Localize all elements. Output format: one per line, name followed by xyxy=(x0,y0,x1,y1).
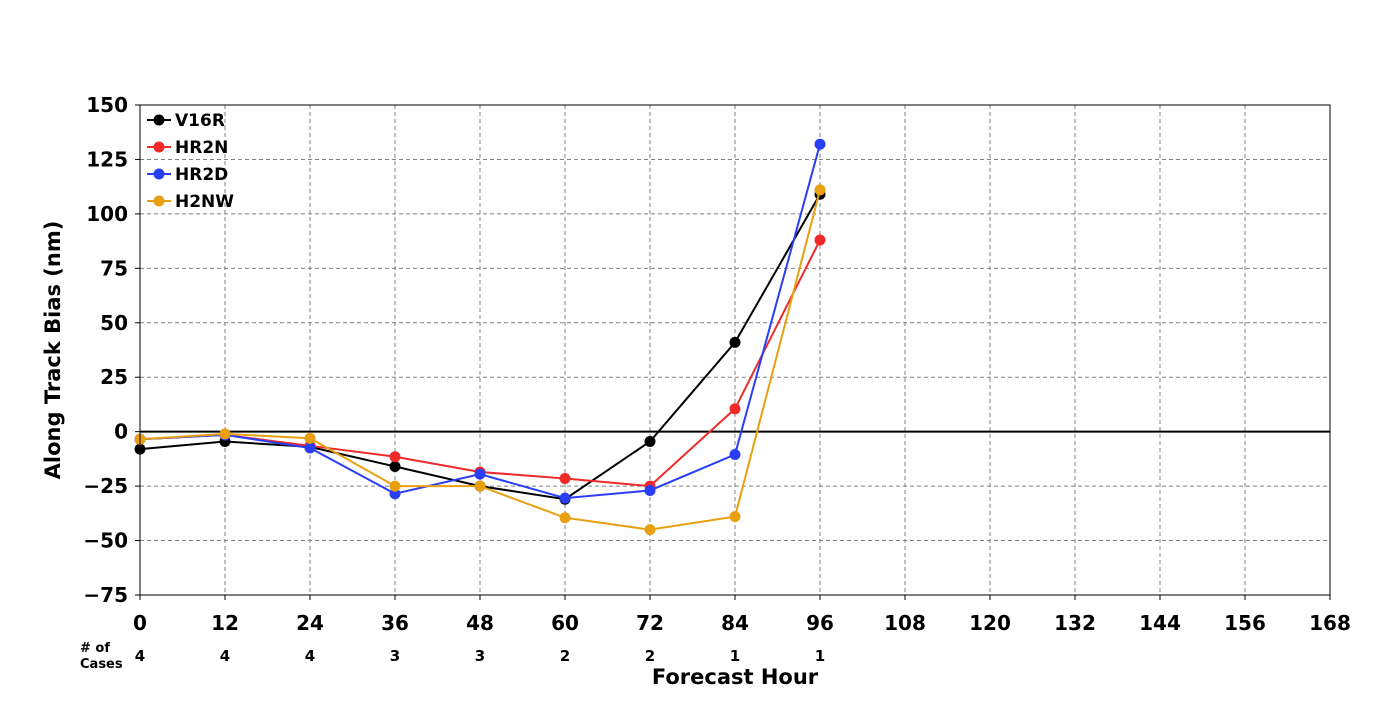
case-count: 1 xyxy=(730,647,740,665)
cases-label: Cases xyxy=(80,657,123,672)
data-point-h2nw xyxy=(644,524,656,536)
legend-marker-v16r xyxy=(153,114,165,126)
x-tick-label: 60 xyxy=(551,611,579,635)
data-point-hr2n xyxy=(729,403,741,415)
data-point-h2nw xyxy=(729,511,741,523)
legend: V16R HR2N HR2D H2NW xyxy=(147,111,234,212)
y-axis-ticks: −75 −50 −25 0 25 50 75 100 125 150 xyxy=(83,93,140,607)
x-tick-label: 12 xyxy=(211,611,239,635)
data-point-hr2d xyxy=(814,138,826,150)
data-point-h2nw xyxy=(219,428,231,440)
x-tick-label: 120 xyxy=(969,611,1011,635)
x-tick-label: 144 xyxy=(1139,611,1181,635)
y-tick-label: −75 xyxy=(83,583,128,607)
case-count: 1 xyxy=(815,647,825,665)
series-h2nw xyxy=(134,184,826,536)
y-axis-title: Along Track Bias (nm) xyxy=(41,221,65,480)
x-tick-label: 84 xyxy=(721,611,749,635)
grid-lines xyxy=(140,105,1330,595)
data-point-v16r xyxy=(389,461,401,473)
case-count: 3 xyxy=(475,647,485,665)
case-count: 4 xyxy=(220,647,230,665)
legend-marker-hr2n xyxy=(153,141,165,153)
data-point-hr2d xyxy=(729,449,741,461)
data-point-v16r xyxy=(729,336,741,348)
data-point-hr2n xyxy=(559,472,571,484)
x-tick-label: 168 xyxy=(1309,611,1351,635)
y-tick-label: 75 xyxy=(100,256,128,280)
x-axis-ticks: 0 12 24 36 48 60 72 84 96 108 120 132 144 156 168 xyxy=(133,595,1351,635)
cases-label: # of xyxy=(80,641,110,656)
data-point-h2nw xyxy=(559,512,571,524)
legend-label-v16r: V16R xyxy=(175,111,225,131)
case-count: 4 xyxy=(305,647,315,665)
legend-label-h2nw: H2NW xyxy=(175,192,234,212)
data-point-hr2n xyxy=(814,234,826,246)
x-tick-label: 132 xyxy=(1054,611,1096,635)
data-point-hr2d xyxy=(644,484,656,496)
legend-marker-hr2d xyxy=(153,168,165,180)
y-tick-label: 125 xyxy=(86,147,128,171)
y-tick-label: −50 xyxy=(83,529,128,553)
data-point-h2nw xyxy=(389,480,401,492)
case-count: 4 xyxy=(135,647,145,665)
case-count: 3 xyxy=(390,647,400,665)
x-tick-label: 156 xyxy=(1224,611,1266,635)
data-point-hr2n xyxy=(389,451,401,463)
x-tick-label: 0 xyxy=(133,611,147,635)
x-tick-label: 96 xyxy=(806,611,834,635)
data-point-hr2d xyxy=(389,488,401,500)
legend-marker-h2nw xyxy=(153,195,165,207)
data-point-hr2d xyxy=(474,468,486,480)
x-axis-title: Forecast Hour xyxy=(652,665,819,689)
data-point-h2nw xyxy=(474,480,486,492)
x-tick-label: 72 xyxy=(636,611,664,635)
legend-label-hr2n: HR2N xyxy=(175,138,228,158)
data-series xyxy=(134,138,826,536)
x-tick-label: 36 xyxy=(381,611,409,635)
y-tick-label: 150 xyxy=(86,93,128,117)
case-count: 2 xyxy=(645,647,655,665)
data-point-hr2d xyxy=(559,492,571,504)
legend-label-hr2d: HR2D xyxy=(175,165,228,185)
data-point-h2nw xyxy=(304,432,316,444)
x-tick-label: 108 xyxy=(884,611,926,635)
y-tick-label: 50 xyxy=(100,311,128,335)
x-tick-label: 48 xyxy=(466,611,494,635)
y-tick-label: 25 xyxy=(100,365,128,389)
data-point-h2nw xyxy=(814,184,826,196)
y-tick-label: 0 xyxy=(114,420,128,444)
data-point-hr2d xyxy=(304,442,316,454)
case-count: 2 xyxy=(560,647,570,665)
y-tick-label: 100 xyxy=(86,202,128,226)
x-tick-label: 24 xyxy=(296,611,324,635)
data-point-v16r xyxy=(644,435,656,447)
y-tick-label: −25 xyxy=(83,474,128,498)
